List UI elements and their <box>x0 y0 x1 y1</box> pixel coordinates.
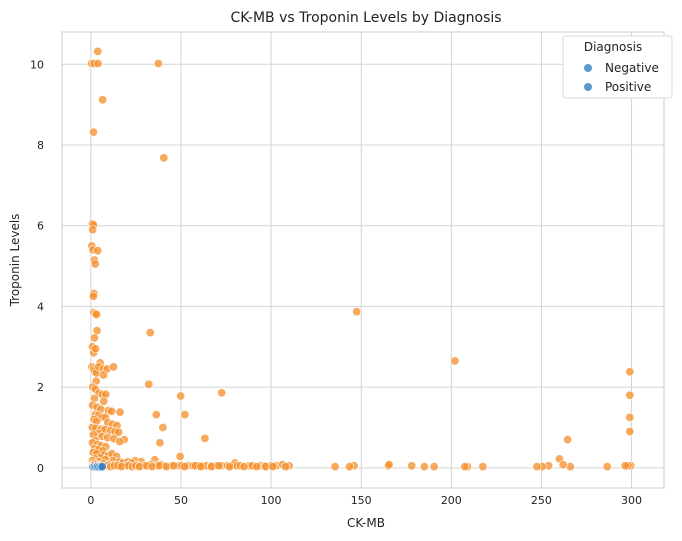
data-point-positive <box>99 396 109 406</box>
data-point-positive <box>558 460 568 470</box>
x-tick-label: 250 <box>531 494 552 507</box>
x-tick-label: 50 <box>174 494 188 507</box>
data-point-positive <box>196 462 206 472</box>
plot-frame <box>61 31 665 489</box>
data-point-positive <box>158 422 168 432</box>
data-point-positive <box>88 291 98 301</box>
data-point-positive <box>98 95 108 105</box>
y-axis-label: Troponin Levels <box>8 214 22 308</box>
data-point-positive <box>93 58 103 68</box>
y-tick-label: 6 <box>37 220 44 233</box>
data-point-positive <box>93 246 103 256</box>
legend-marker-negative <box>584 64 592 72</box>
y-tick-label: 0 <box>37 462 44 475</box>
legend-box <box>562 35 673 99</box>
data-point-positive <box>180 410 190 420</box>
data-point-positive <box>225 462 235 472</box>
data-point-positive <box>344 462 354 472</box>
legend-marker-positive <box>584 83 592 91</box>
data-point-positive <box>115 407 125 417</box>
x-tick-label: 0 <box>87 494 94 507</box>
data-point-positive <box>450 356 460 366</box>
data-point-positive <box>144 379 154 389</box>
y-tick-label: 8 <box>37 139 44 152</box>
data-point-positive <box>602 462 612 472</box>
data-point-positive <box>625 426 635 436</box>
data-point-positive <box>90 259 100 269</box>
data-point-positive <box>407 461 417 471</box>
data-point-positive <box>175 451 185 461</box>
data-point-positive <box>280 462 290 472</box>
x-tick-label: 200 <box>441 494 462 507</box>
data-point-positive <box>153 58 163 68</box>
data-point-positive <box>620 461 630 471</box>
data-point-positive <box>109 362 119 372</box>
data-point-positive <box>151 410 161 420</box>
data-point-positive <box>92 309 102 319</box>
data-point-positive <box>384 460 394 470</box>
x-tick-label: 150 <box>351 494 372 507</box>
series-negative <box>88 462 107 472</box>
y-axis-ticks: 0 2 4 6 8 10 <box>30 58 44 475</box>
y-tick-label: 10 <box>30 58 44 71</box>
data-point-positive <box>88 225 98 235</box>
data-point-positive <box>114 427 124 437</box>
data-point-positive <box>99 370 109 380</box>
data-point-positive <box>532 462 542 472</box>
x-tick-label: 100 <box>261 494 282 507</box>
data-point-positive <box>478 462 488 472</box>
data-point-positive <box>625 390 635 400</box>
data-point-positive <box>625 412 635 422</box>
data-point-positive <box>115 437 125 447</box>
data-point-positive <box>419 462 429 472</box>
data-point-positive <box>217 388 227 398</box>
data-point-positive <box>91 344 101 354</box>
data-point-positive <box>89 333 99 343</box>
y-tick-label: 4 <box>37 300 44 313</box>
data-point-positive <box>169 461 179 471</box>
legend-title: Diagnosis <box>584 40 642 54</box>
series-positive <box>87 46 636 472</box>
y-tick-label: 2 <box>37 381 44 394</box>
data-point-positive <box>330 462 340 472</box>
data-point-positive <box>239 462 249 472</box>
data-point-positive <box>200 433 210 443</box>
data-point-positive <box>252 462 262 472</box>
plot-area: 0 50 100 150 200 250 300 0 2 4 6 8 10 <box>30 31 665 507</box>
x-axis-label: CK-MB <box>347 516 385 530</box>
data-point-positive <box>176 391 186 401</box>
data-point-negative <box>97 462 107 472</box>
data-point-positive <box>214 461 224 471</box>
data-point-positive <box>268 462 278 472</box>
data-point-positive <box>180 462 190 472</box>
legend-label-positive: Positive <box>605 80 651 94</box>
chart-title: CK-MB vs Troponin Levels by Diagnosis <box>230 10 501 26</box>
data-point-positive <box>625 367 635 377</box>
data-point-positive <box>159 153 169 163</box>
x-tick-label: 300 <box>621 494 642 507</box>
data-point-positive <box>93 46 103 56</box>
legend: Diagnosis Negative Positive <box>562 35 673 99</box>
data-point-positive <box>155 438 165 448</box>
plot-background <box>62 32 664 488</box>
data-point-positive <box>89 127 99 137</box>
data-point-positive <box>429 462 439 472</box>
x-axis-ticks: 0 50 100 150 200 250 300 <box>87 494 642 507</box>
legend-label-negative: Negative <box>605 61 659 75</box>
data-point-positive <box>460 462 470 472</box>
data-point-positive <box>107 406 117 416</box>
data-point-positive <box>563 435 573 445</box>
data-point-positive <box>145 328 155 338</box>
data-point-positive <box>352 307 362 317</box>
